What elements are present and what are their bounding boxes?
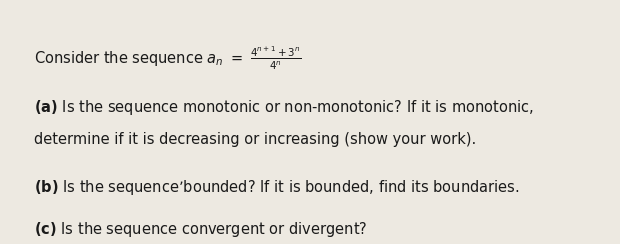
- Text: $\mathbf{(c)}$ Is the sequence convergent or divergent?: $\mathbf{(c)}$ Is the sequence convergen…: [34, 220, 368, 239]
- Text: $\mathbf{(a)}$ Is the sequence monotonic or non-monotonic? If it is monotonic,: $\mathbf{(a)}$ Is the sequence monotonic…: [34, 98, 534, 117]
- Text: determine if it is decreasing or increasing (show your work).: determine if it is decreasing or increas…: [34, 132, 476, 147]
- Text: $\mathbf{(b)}$ Is the sequence’bounded? If it is bounded, find its boundaries.: $\mathbf{(b)}$ Is the sequence’bounded? …: [34, 178, 520, 197]
- Text: Consider the sequence $a_n\ =\ \frac{4^{n+1}+3^n}{4^n}$: Consider the sequence $a_n\ =\ \frac{4^{…: [34, 44, 301, 71]
